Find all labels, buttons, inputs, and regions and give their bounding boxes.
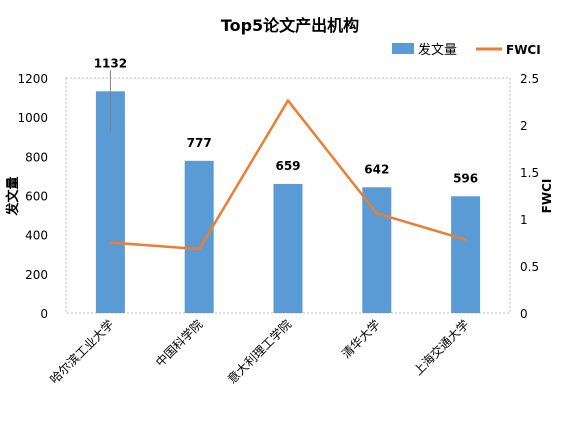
chart-title: Top5论文产出机构 [221,16,359,35]
x-tick-label: 清华大学 [338,317,383,362]
x-tick-label: 上海交通大学 [410,317,472,379]
y-tick-label-left: 0 [40,307,48,321]
y-tick-label-right: 1.5 [520,166,539,180]
x-tick-label: 哈尔滨工业大学 [47,317,117,387]
y-tick-label-left: 1000 [17,111,48,125]
y-tick-label-right: 2.5 [520,72,539,86]
fwci-point [375,212,379,215]
data-labels: 1132 777 659 642 596 [94,56,478,185]
y-tick-label-right: 0 [520,307,528,321]
y-axis-right: 0 0.5 1 1.5 2 2.5 [520,72,539,321]
fwci-point [197,247,201,251]
legend: 发文量 FWCI [392,42,541,58]
y-tick-label-right: 1 [520,213,528,227]
legend-label-line: FWCI [506,43,541,57]
fwci-point [286,99,290,102]
y-tick-label-left: 600 [25,190,48,204]
y-tick-label-left: 800 [25,150,48,164]
data-label: 777 [187,136,212,150]
x-axis: 哈尔滨工业大学 中国科学院 意大利理工学院 清华大学 上海交通大学 [47,317,472,387]
y-tick-label-right: 2 [520,119,528,133]
y-tick-label-left: 200 [25,268,48,282]
legend-swatch-bar [392,43,414,54]
legend-label-bar: 发文量 [418,42,457,58]
y-tick-label-left: 400 [25,229,48,243]
bar [362,187,392,313]
y-axis-left: 0 200 400 600 800 1000 1200 [17,72,48,321]
data-label: 659 [275,159,300,173]
y-axis-label-right: FWCI [540,179,554,214]
fwci-point [109,241,112,244]
bar [451,196,481,313]
y-tick-label-left: 1200 [17,72,48,86]
fwci-point [464,238,467,241]
bar [273,183,303,313]
x-tick-label: 意大利理工学院 [224,317,294,387]
bar [184,160,214,313]
data-label: 1132 [94,56,127,70]
y-tick-label-right: 0.5 [520,260,539,274]
y-axis-label-left: 发文量 [5,176,21,216]
bar-series [95,91,481,313]
line-series [109,99,467,251]
x-tick-label: 中国科学院 [152,317,205,370]
data-label: 596 [453,171,478,185]
data-label: 642 [364,162,389,176]
